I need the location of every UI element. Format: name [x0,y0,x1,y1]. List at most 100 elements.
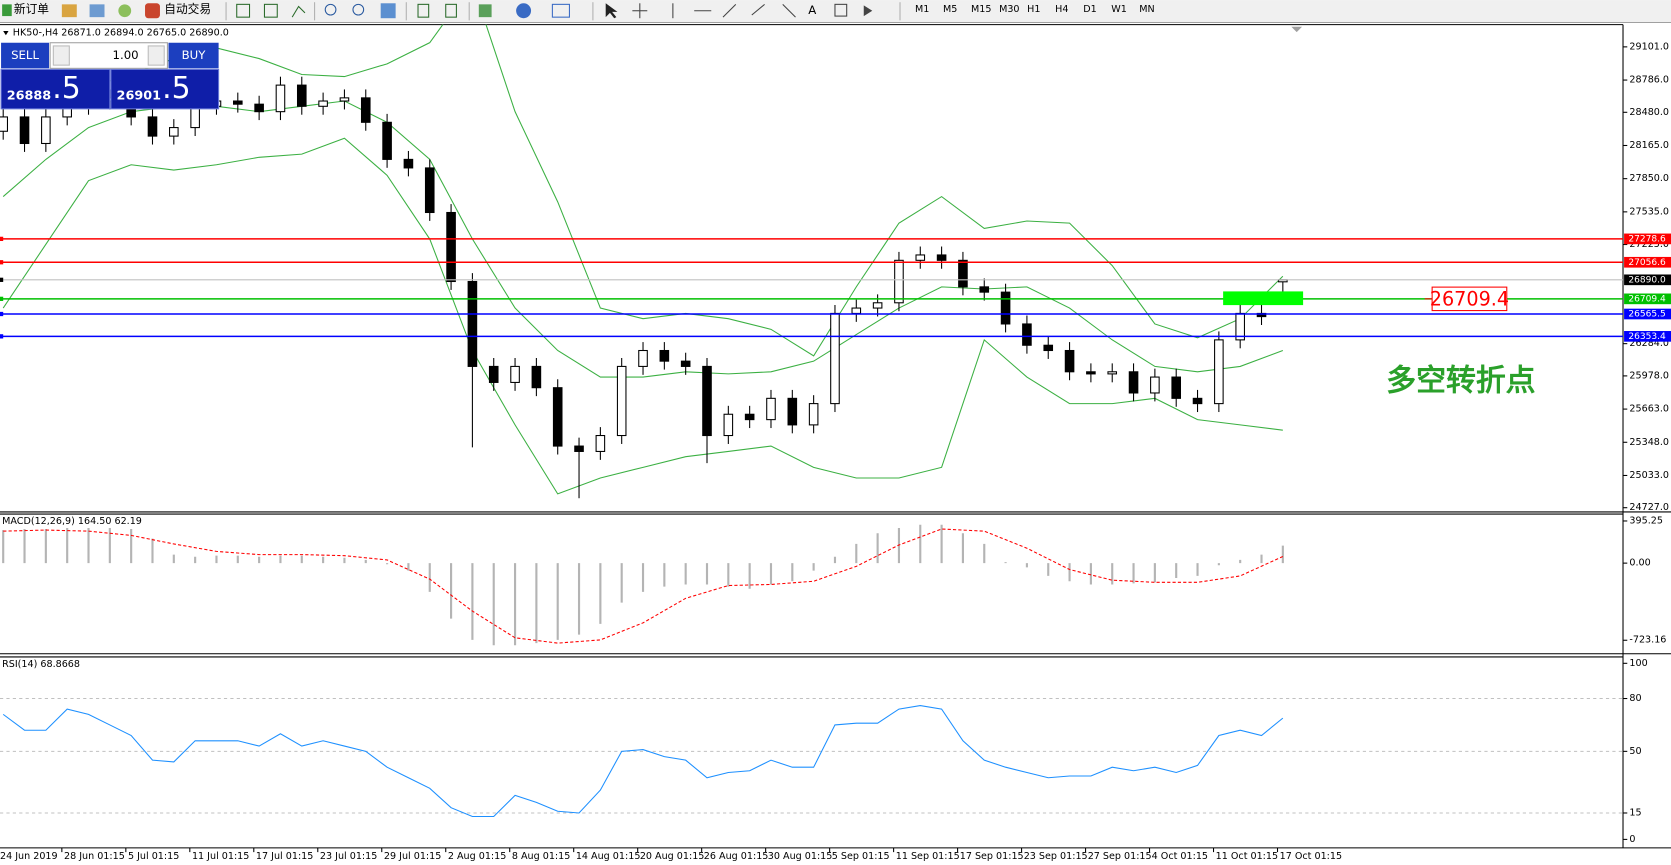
timeframe-button[interactable]: H4 [1055,4,1068,15]
y-tick-label: 25978.0 [1629,370,1669,381]
auto-trading-icon[interactable] [145,3,160,19]
candle-body [851,307,862,314]
templates[interactable] [551,3,570,18]
zoom-out[interactable] [352,3,365,16]
x-tick-label: 2 Aug 01:15 [448,851,507,862]
buy-price-box[interactable] [110,68,220,110]
candle-body [680,360,691,367]
level-label: 27056.6 [1628,258,1666,268]
y-tick-label: 50 [1629,746,1641,757]
x-tick-label: 28 Jun 01:15 [64,851,125,862]
candle-body [808,403,819,426]
timeframe-button[interactable]: W1 [1111,4,1127,15]
icon[interactable] [445,3,457,18]
icon[interactable] [236,3,251,18]
y-tick-label: 26284.0 [1629,338,1669,349]
candle-body [424,167,435,214]
chart-shift[interactable] [1291,26,1303,33]
x-tick-label: 30 Aug 01:15 [768,851,833,862]
header-arrow [3,31,9,36]
annotation: 多空转折点 [1386,363,1535,398]
level-label: 27278.6 [1628,234,1666,244]
x-tick-label: 24 Jun 2019 [0,851,58,862]
candle-body [169,127,179,137]
timeframe-button[interactable]: M15 [971,4,991,15]
y-tick-label: 25663.0 [1629,404,1669,415]
icon[interactable] [263,3,278,18]
candle-body [659,349,670,362]
y-tick-label: 15 [1629,807,1641,818]
x-tick-label: 5 Jul 01:15 [128,851,179,862]
level-label: 26353.4 [1628,332,1666,342]
timeframe-button[interactable]: D1 [1083,4,1096,15]
tile[interactable] [380,3,396,19]
text-tool[interactable]: A [808,3,816,17]
y-tick-label: 28786.0 [1629,75,1669,86]
lot-up[interactable] [147,45,165,66]
fibo[interactable] [782,3,796,18]
candle-body [403,158,414,169]
y-tick-label: 28480.0 [1629,107,1669,118]
timeframe-button[interactable]: H1 [1027,4,1040,15]
candle-body [1192,397,1203,405]
sell-price[interactable]: 26888 [7,89,52,104]
y-tick-label: 28165.0 [1629,140,1669,151]
lot-down[interactable] [52,45,70,66]
y-tick-label: 25033.0 [1629,470,1669,481]
level-label-box [1624,256,1671,268]
buy-price-fraction[interactable]: .5 [162,71,190,106]
candle-body [616,365,627,437]
candle-body [1043,344,1054,352]
icon[interactable] [89,4,105,18]
label-tool[interactable] [834,3,848,17]
level-marker [0,311,4,317]
icon[interactable] [118,4,132,18]
sell-label[interactable]: SELL [11,48,39,62]
auto-trading[interactable]: 自动交易 [164,2,211,16]
timeframe-button[interactable]: M1 [915,4,929,15]
candle-body [979,286,990,293]
timeframe-button[interactable]: M5 [943,4,957,15]
candle-body [339,97,350,102]
x-tick-label: 11 Jul 01:15 [192,851,249,862]
indicators[interactable] [478,4,492,18]
level-marker [0,296,4,301]
candle-body [233,100,243,105]
sell-price-box[interactable] [0,68,111,110]
sell-button[interactable] [1,42,50,69]
candle-body [1107,371,1118,375]
timeframe-button[interactable]: MN [1139,4,1154,15]
arrows[interactable] [863,5,873,17]
candle-body [702,365,712,437]
zoom-in[interactable] [324,3,337,16]
y-tick-label: 27850.0 [1629,173,1669,184]
icon[interactable] [61,4,77,18]
trendline[interactable] [722,3,737,18]
marker-label: 26709.4 [1430,287,1509,310]
chart-header: HK50-,H4 26871.0 26894.0 26765.0 26890.0 [13,28,229,39]
new-order[interactable]: 新订单 [14,2,49,16]
buy-label[interactable]: BUY [182,48,207,62]
buy-button[interactable] [168,42,219,69]
buy-price[interactable]: 26901 [117,89,162,104]
candle-body [936,254,947,261]
candle-body [958,259,968,288]
candle-body [275,84,286,113]
candle-body [1214,339,1224,405]
icon[interactable] [417,3,430,18]
sell-price-fraction[interactable]: .5 [52,71,80,106]
timeframe-button[interactable]: M30 [999,4,1019,15]
icon[interactable] [291,5,306,18]
candle-body [1086,371,1096,375]
cursor[interactable] [605,3,618,19]
chart-window [0,24,1671,865]
y-tick-label: 29101.0 [1629,41,1669,52]
candle-body [744,413,755,421]
channel[interactable] [751,3,765,16]
periods[interactable] [516,3,532,19]
lot-size[interactable]: 1.00 [113,48,139,62]
new-order-icon[interactable] [2,4,12,17]
candle-body [510,365,520,383]
